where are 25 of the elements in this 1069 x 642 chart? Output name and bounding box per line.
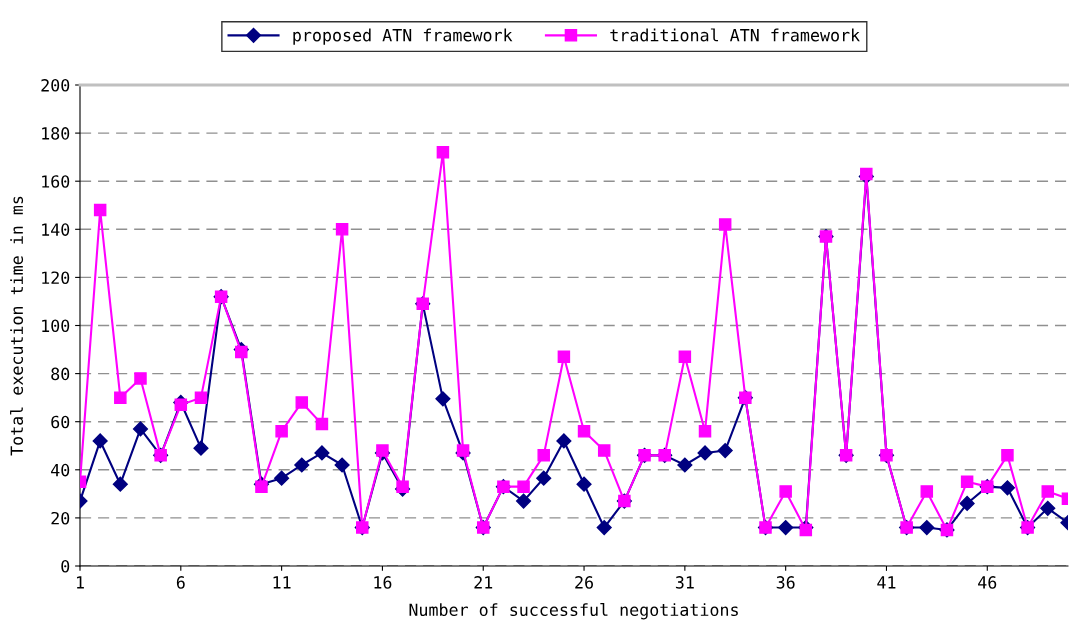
y-tick-label: 100 — [42, 319, 70, 333]
y-tick-label: 20 — [51, 511, 70, 525]
y-tick-label: 180 — [42, 127, 70, 140]
y-tick-label: 40 — [51, 463, 70, 477]
x-tick-label: 36 — [776, 576, 795, 589]
x-tick-label: 21 — [474, 576, 493, 589]
y-tick-label: 120 — [42, 271, 70, 285]
x-tick-label: 11 — [273, 576, 291, 589]
x-tick-label: 16 — [374, 576, 392, 589]
x-tick-label: 26 — [575, 576, 593, 589]
x-axis-title: Number of successful negotiations — [409, 603, 738, 620]
y-tick-label: 0 — [61, 560, 70, 573]
y-tick-label: 140 — [42, 223, 70, 236]
x-tick-label: 6 — [176, 576, 185, 589]
x-tick-label: 31 — [675, 576, 694, 589]
legend-label: proposed ATN framework — [293, 28, 513, 45]
legend-label: traditional ATN framework — [610, 28, 860, 42]
y-tick-label: 80 — [51, 367, 70, 381]
x-tick-label: 41 — [877, 576, 896, 589]
y-axis-title: Total execution time in ms — [10, 196, 24, 456]
x-tick-label: 46 — [978, 576, 997, 589]
y-tick-label: 60 — [51, 415, 70, 429]
x-tick-label: 1 — [76, 576, 84, 589]
y-tick-label: 200 — [41, 79, 70, 92]
y-tick-label: 160 — [42, 175, 70, 188]
